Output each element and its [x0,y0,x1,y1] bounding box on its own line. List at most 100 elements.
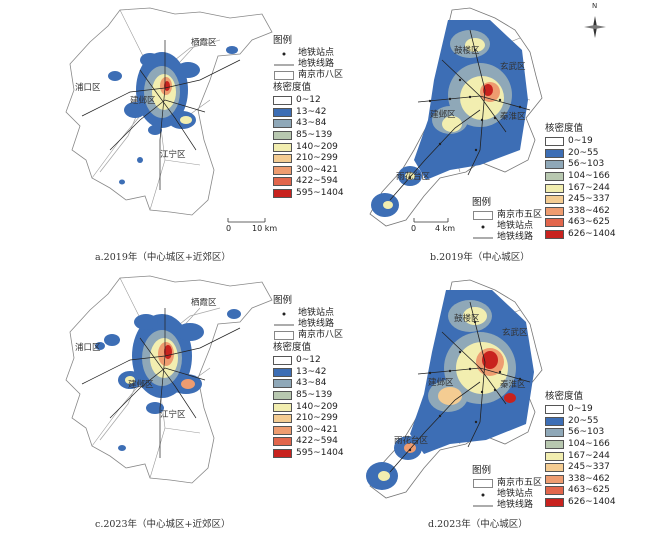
class-label: 43~84 [296,118,327,129]
legend-title: 图例 [273,35,293,46]
legend-layer: 地铁站点 [298,308,335,318]
color-swatch [273,189,292,199]
class-label: 463~625 [568,485,610,496]
color-swatch [545,440,564,450]
map-d [366,279,543,499]
place-label: 秦淮区 [500,380,526,390]
place-label: 浦口区 [75,343,101,353]
scale-label-start: 0 [226,224,232,233]
line-icon [472,501,494,511]
legend-b-kd: 核密度值 0~19 20~55 56~103 104~166 167~244 2… [545,122,616,240]
place-label: 江宁区 [160,150,186,160]
color-swatch [273,165,292,175]
class-label: 626~1404 [568,229,616,240]
color-swatch [273,449,292,459]
north-arrow [580,12,610,46]
station-icon [472,222,494,232]
map-b [369,7,543,227]
class-label: 210~299 [296,153,338,164]
line-icon [472,233,494,243]
color-swatch [273,379,292,389]
class-label: 300~421 [296,424,338,435]
color-swatch [545,172,564,182]
place-label: 江宁区 [160,410,186,420]
color-swatch [545,230,564,240]
legend-layer: 地铁线路 [497,232,534,242]
scale-label-end: 10 km [252,224,278,233]
district-outline [65,275,273,484]
class-label: 85~139 [296,390,333,401]
color-swatch [545,416,564,426]
map-a [65,7,273,223]
color-swatch [545,474,564,484]
legend-b-layers: 图例 南京市五区 地铁站点 地铁线路 [472,196,542,243]
scale-label-start: 0 [411,224,417,233]
scale-bar [227,218,266,223]
line-icon [273,320,295,330]
color-swatch [273,367,292,377]
color-swatch [273,119,292,129]
metro-lines [81,40,241,190]
map-c [65,275,273,484]
north-label: N [592,2,598,10]
class-label: 56~103 [568,159,605,170]
color-swatch [545,137,564,147]
panel-b: N 鼓楼区 玄武区 建邺区 秦淮区 雨花台区 0 4 km 核密度值 0~19 … [330,0,650,268]
place-label: 建邺区 [430,110,456,120]
color-swatch [545,486,564,496]
class-label: 167~244 [568,182,610,193]
place-label: 建邺区 [130,96,156,106]
panel-d: 鼓楼区 玄武区 建邺区 秦淮区 雨花台区 核密度值 0~19 20~55 56~… [330,268,650,536]
legend-layer: 地铁线路 [298,59,335,69]
color-swatch [545,428,564,438]
class-label: 210~299 [296,413,338,424]
color-swatch [273,96,292,106]
place-label: 建邺区 [128,380,154,390]
class-label: 626~1404 [568,497,616,508]
class-label: 245~337 [568,194,610,205]
color-swatch [545,183,564,193]
legend-layer: 地铁站点 [497,489,534,499]
panel-caption: a.2019年（中心城区+近郊区） [95,252,231,263]
kd-title: 核密度值 [545,391,584,402]
class-label: 0~12 [296,95,321,106]
color-swatch [545,451,564,461]
panel-a: 栖霞区 浦口区 建邺区 江宁区 0 10 km 图例 地铁站点 地铁线路 南京市… [0,0,344,268]
color-swatch [545,218,564,228]
legend-layer: 地铁站点 [497,221,534,231]
class-label: 20~55 [568,147,599,158]
color-swatch [273,414,292,424]
color-swatch [273,402,292,412]
class-label: 0~19 [568,136,593,147]
district-outline [65,7,273,216]
metro-stations [408,48,522,180]
class-label: 140~209 [296,141,338,152]
scale-bar [413,218,449,223]
place-label: 玄武区 [502,328,528,338]
area-icon [472,479,494,489]
class-label: 463~625 [568,217,610,228]
color-swatch [545,405,564,415]
place-label: 鼓楼区 [454,46,480,56]
place-label: 雨花台区 [396,172,431,182]
class-label: 0~19 [568,404,593,415]
class-label: 595~1404 [296,448,344,459]
color-swatch [273,142,292,152]
color-swatch [545,206,564,216]
legend-title: 图例 [472,465,492,476]
class-label: 300~421 [296,164,338,175]
kd-title: 核密度值 [273,342,312,353]
class-label: 595~1404 [296,188,344,199]
legend-layer: 南京市五区 [497,478,543,488]
class-label: 140~209 [296,401,338,412]
legend-layer: 南京市五区 [497,210,543,220]
north-arrow-icon [584,16,606,38]
legend-layer: 地铁线路 [298,319,335,329]
class-label: 104~166 [568,439,610,450]
legend-layer: 地铁站点 [298,48,335,58]
color-swatch [273,107,292,117]
station-icon [273,49,295,59]
legend-d-kd: 核密度值 0~19 20~55 56~103 104~166 167~244 2… [545,390,616,508]
class-label: 43~84 [296,378,327,389]
place-label: 雨花台区 [394,436,429,446]
